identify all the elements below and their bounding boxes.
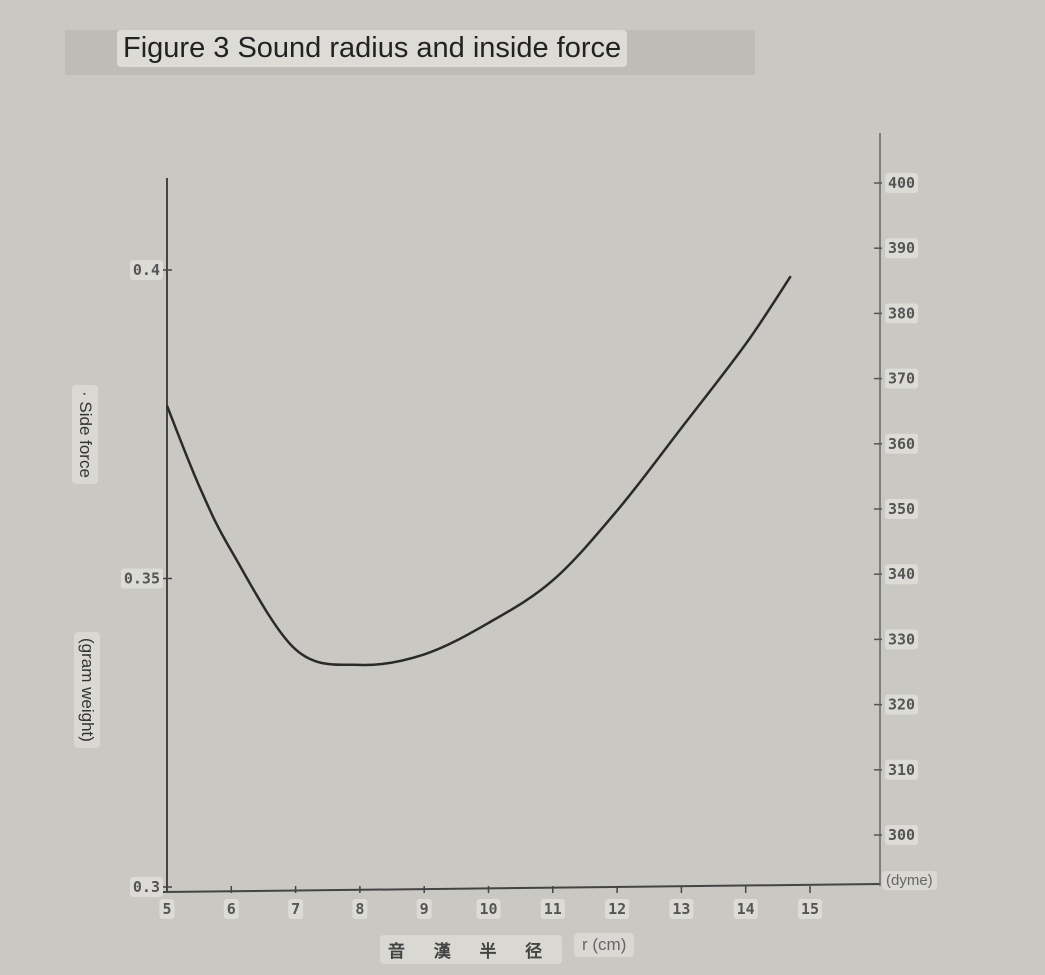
y2-tick-label-bg [885, 303, 919, 324]
x-tick-label: 12 [608, 900, 626, 918]
y2-tick-label: 330 [888, 630, 915, 648]
y2-tick-label: 400 [888, 174, 915, 192]
x-tick-label: 7 [291, 900, 300, 918]
y-tick-label: 0.4 [133, 261, 160, 279]
series-line [165, 275, 792, 667]
y2-tick-label-bg [885, 759, 919, 780]
y2-tick-label: 320 [888, 696, 915, 714]
x-tick-label-bg [416, 899, 432, 919]
y2-axis-label: (dyme) [882, 871, 937, 890]
y2-tick-label-bg [885, 564, 919, 585]
x-tick-label: 9 [420, 900, 429, 918]
y2-tick-label-bg [885, 238, 919, 259]
y2-tick-label: 360 [888, 435, 915, 453]
y2-tick-label-bg [885, 173, 919, 193]
y2-tick-label: 310 [888, 761, 915, 779]
x-tick-label: 11 [544, 900, 562, 918]
x-tick-label-bg [540, 899, 565, 919]
x-tick-label: 13 [672, 900, 690, 918]
chart-title: Figure 3 Sound radius and inside force [117, 30, 628, 67]
y2-tick-label: 390 [888, 239, 915, 257]
y-tick-label-bg [120, 568, 163, 589]
x-tick-label-bg [288, 899, 304, 919]
y-tick-label-bg [129, 877, 163, 897]
x-tick-label: 8 [355, 900, 364, 918]
y2-tick-label-bg [885, 629, 919, 650]
y2-tick-label-bg [885, 694, 919, 715]
x-tick-label: 15 [801, 900, 819, 918]
y-tick-label: 0.35 [124, 570, 160, 588]
x-tick-label-bg [797, 899, 823, 919]
x-tick-label-bg [476, 899, 501, 919]
x-tick-label: 14 [737, 900, 755, 918]
x-axis-label: r (cm) [574, 933, 635, 957]
x-axis-label-cjk: 音 漢 半 径 [380, 935, 563, 964]
x-tick-label-bg [733, 899, 758, 919]
y2-tick-label-bg [885, 499, 919, 519]
y-tick-label: 0.3 [133, 878, 160, 896]
x-tick-label-bg [352, 899, 368, 919]
x-tick-label-bg [159, 899, 175, 919]
x-tick-label: 6 [227, 900, 236, 918]
y2-tick-label: 300 [888, 826, 915, 844]
y-axis-label-1: · Side force [72, 385, 98, 484]
y-tick-label-bg [129, 260, 163, 280]
x-tick-label: 10 [479, 900, 497, 918]
y2-tick-label-bg [885, 433, 919, 454]
y2-tick-label: 370 [888, 370, 915, 388]
y2-tick-label: 350 [888, 500, 915, 518]
y2-tick-label-bg [885, 825, 919, 845]
y2-tick-label: 340 [888, 565, 915, 583]
x-tick-label-bg [669, 899, 694, 919]
x-tick-label-bg [223, 899, 239, 919]
x-axis-line [162, 883, 881, 893]
x-tick-label: 5 [162, 900, 171, 918]
x-tick-label-bg [605, 899, 630, 919]
y2-tick-label-bg [885, 368, 919, 389]
y-axis-label-2: (gram weight) [74, 632, 100, 748]
y2-tick-label: 380 [888, 304, 915, 322]
